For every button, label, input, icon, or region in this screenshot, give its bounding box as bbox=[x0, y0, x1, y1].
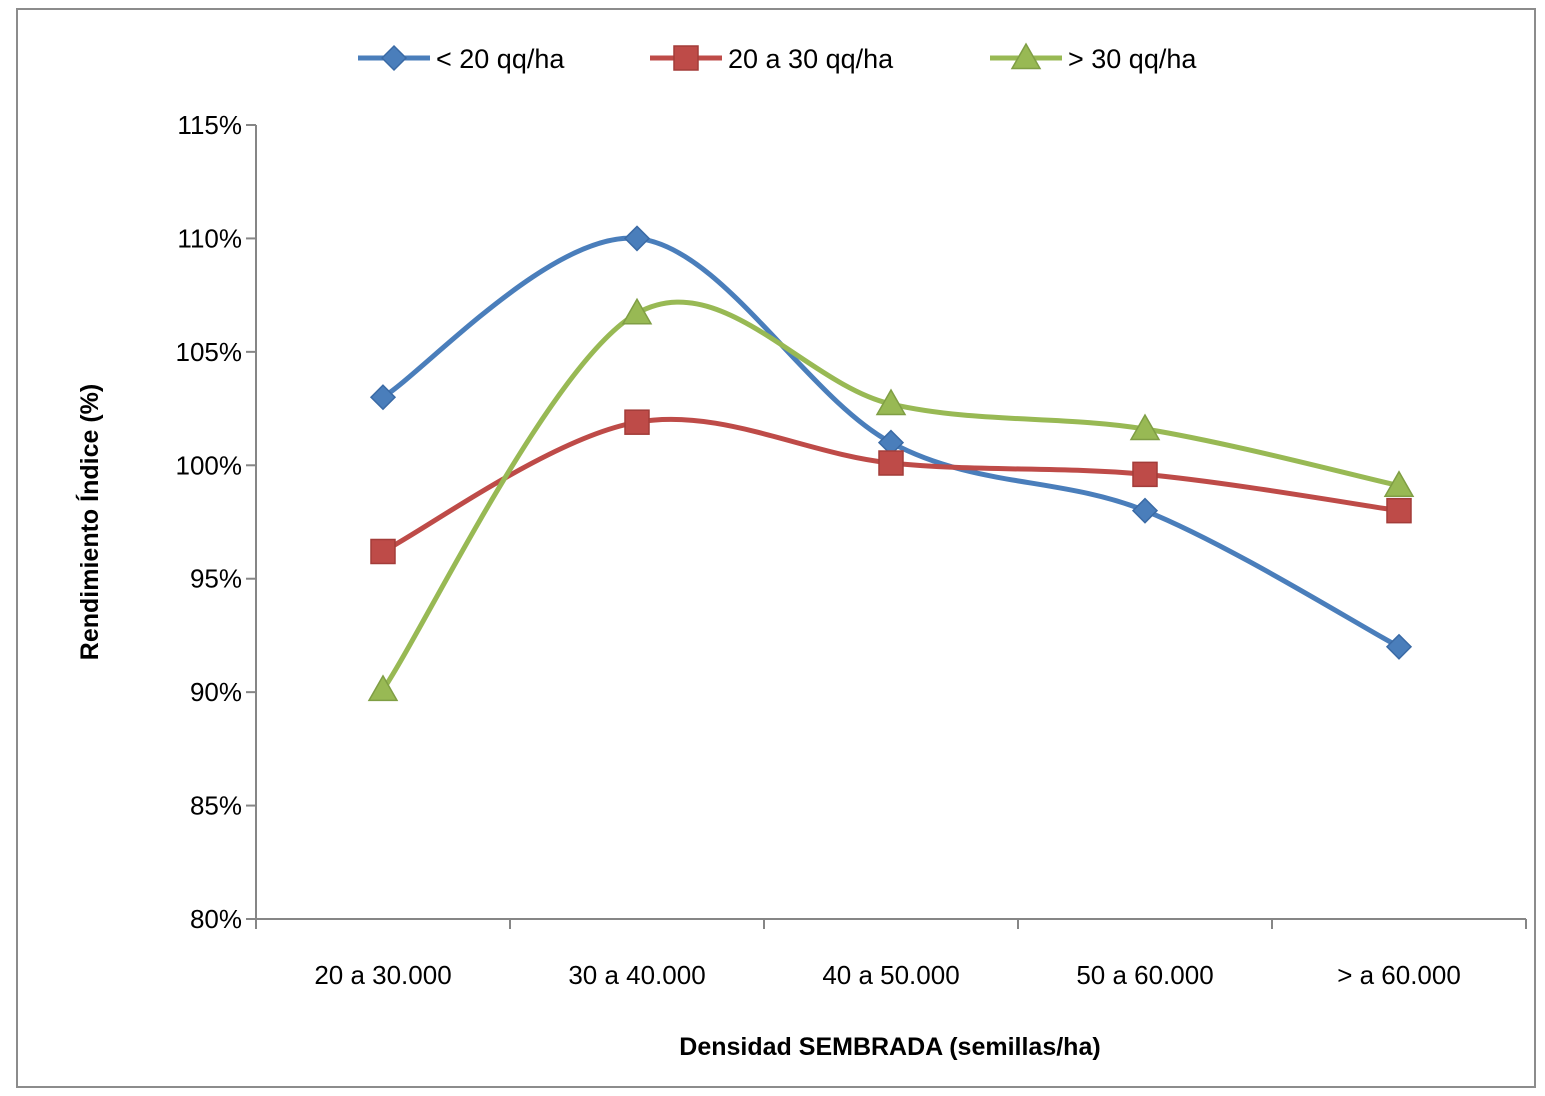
legend-label: 20 a 30 qq/ha bbox=[728, 44, 894, 74]
series-3 bbox=[367, 297, 1415, 702]
x-tick-label: 50 a 60.000 bbox=[1076, 960, 1213, 990]
chart-frame bbox=[16, 8, 1536, 1088]
triangle-marker bbox=[367, 674, 399, 702]
y-tick-label: 85% bbox=[190, 791, 242, 821]
diamond-marker bbox=[369, 384, 397, 411]
legend-label: > 30 qq/ha bbox=[1068, 44, 1197, 74]
triangle-marker bbox=[1129, 413, 1161, 441]
series-layer bbox=[367, 225, 1415, 702]
y-axis-title: Rendimiento Índice (%) bbox=[75, 384, 104, 660]
square-marker bbox=[370, 538, 396, 565]
diamond-marker bbox=[623, 225, 651, 252]
series-1 bbox=[369, 225, 1413, 660]
y-tick-label: 80% bbox=[190, 904, 242, 934]
diamond-marker bbox=[1131, 497, 1159, 524]
triangle-marker bbox=[621, 297, 653, 325]
legend-item: 20 a 30 qq/ha bbox=[650, 44, 894, 74]
legend-item: > 30 qq/ha bbox=[990, 42, 1197, 74]
y-tick-label: 105% bbox=[176, 337, 243, 367]
legend-label: < 20 qq/ha bbox=[436, 44, 565, 74]
square-marker bbox=[624, 409, 650, 435]
diamond-marker bbox=[380, 44, 408, 72]
y-tick-label: 95% bbox=[190, 564, 242, 594]
square-marker bbox=[673, 45, 699, 71]
x-tick-label: 30 a 40.000 bbox=[568, 960, 705, 990]
y-tick-label: 115% bbox=[177, 110, 242, 140]
y-tick-label: 110% bbox=[177, 223, 242, 253]
x-tick-label: 20 a 30.000 bbox=[314, 960, 451, 990]
triangle-marker bbox=[875, 388, 907, 416]
legend: < 20 qq/ha 20 a 30 qq/ha > 30 qq/ha bbox=[358, 42, 1197, 74]
square-marker bbox=[1132, 461, 1158, 488]
triangle-marker bbox=[1383, 470, 1415, 497]
x-axis-title: Densidad SEMBRADA (semillas/ha) bbox=[679, 1033, 1100, 1061]
y-tick-label: 100% bbox=[176, 450, 243, 480]
series-2 bbox=[370, 409, 1412, 565]
legend-item: < 20 qq/ha bbox=[358, 44, 565, 74]
square-marker bbox=[1386, 497, 1412, 524]
x-tick-label: 40 a 50.000 bbox=[822, 960, 959, 990]
x-tick-label: > a 60.000 bbox=[1337, 960, 1461, 990]
diamond-marker bbox=[1385, 633, 1413, 660]
series-line bbox=[380, 299, 1402, 693]
triangle-marker bbox=[1010, 42, 1042, 70]
square-marker bbox=[878, 450, 904, 476]
y-tick-label: 90% bbox=[190, 677, 242, 707]
axes: 80% 85% 90% 95% 100% 105% 110% 115% 20 a 30.000 3… bbox=[176, 110, 1527, 990]
